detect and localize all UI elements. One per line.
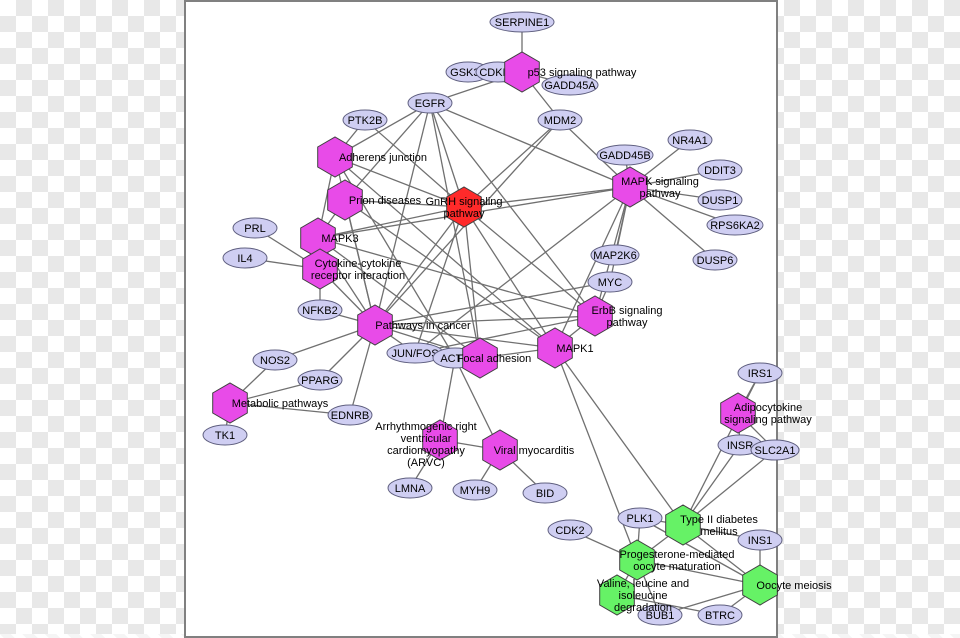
gene-node: DUSP6 [693, 250, 737, 270]
gene-node: SERPINE1 [490, 12, 554, 32]
edge [375, 316, 595, 325]
pathways-layer: GnRH signalingpathwayp53 signaling pathw… [213, 52, 832, 615]
edge [318, 238, 480, 358]
gene-node: EGFR [408, 93, 452, 113]
pathway-node: MAPK signalingpathway [613, 167, 699, 207]
gene-node: IL4 [223, 248, 267, 268]
gene-node: BUB1 [638, 605, 682, 625]
network-svg: SERPINE1EGFRGSK3βCDKN1GADD45AMDM2PTK2BGA… [0, 0, 960, 634]
gene-node: EDNRB [328, 405, 372, 425]
gene-node: PPARG [298, 370, 342, 390]
gene-node: GADD45A [542, 75, 598, 95]
pathway-node: MAPK1 [538, 328, 594, 368]
genes-layer: SERPINE1EGFRGSK3βCDKN1GADD45AMDM2PTK2BGA… [203, 12, 799, 625]
gene-node: MAP2K6 [591, 245, 639, 265]
diagram-canvas: SERPINE1EGFRGSK3βCDKN1GADD45AMDM2PTK2BGA… [0, 0, 960, 634]
gene-node: MYH9 [453, 480, 497, 500]
pathway-node: Progesterone-mediatedoocyte maturation [620, 540, 735, 580]
gene-node: BID [523, 483, 567, 503]
pathway-node: Cytokine-cytokinereceptor interaction [303, 249, 405, 289]
gene-node: BTRC [698, 605, 742, 625]
gene-node: LMNA [388, 478, 432, 498]
gene-node: DUSP1 [698, 190, 742, 210]
edge [464, 207, 555, 348]
gene-node: IRS1 [738, 363, 782, 383]
pathway-node: Oocyte meiosis [743, 565, 832, 605]
gene-node: PTK2B [343, 110, 387, 130]
gene-node: NR4A1 [668, 130, 712, 150]
gene-node: TK1 [203, 425, 247, 445]
gene-node: MYC [588, 272, 632, 292]
edge [555, 348, 683, 525]
gene-node: PRL [233, 218, 277, 238]
gene-node: DDIT3 [698, 160, 742, 180]
gene-node: GADD45B [597, 145, 653, 165]
pathway-node: Prion diseases [328, 180, 422, 220]
pathway-node: ErbB signalingpathway [578, 296, 663, 336]
gene-node: RPS6KA2 [707, 215, 763, 235]
pathway-node: GnRH signalingpathway [425, 187, 502, 227]
edge [637, 560, 760, 585]
gene-node: NFKB2 [298, 300, 342, 320]
gene-node: CDK2 [548, 520, 592, 540]
edge [375, 207, 464, 325]
gene-node: PLK1 [618, 508, 662, 528]
pathway-node: Viral myocarditis [483, 430, 575, 470]
edge [430, 103, 480, 358]
pathway-node: Adipocytokinesignaling pathway [721, 393, 813, 433]
pathway-node: MAPK3 [301, 218, 359, 258]
gene-node: MDM2 [538, 110, 582, 130]
edge [430, 103, 630, 187]
gene-node: INS1 [738, 530, 782, 550]
edge [464, 120, 560, 207]
gene-node: SLC2A1 [751, 440, 799, 460]
gene-node: NOS2 [253, 350, 297, 370]
edge [318, 238, 595, 316]
edge [464, 187, 630, 207]
